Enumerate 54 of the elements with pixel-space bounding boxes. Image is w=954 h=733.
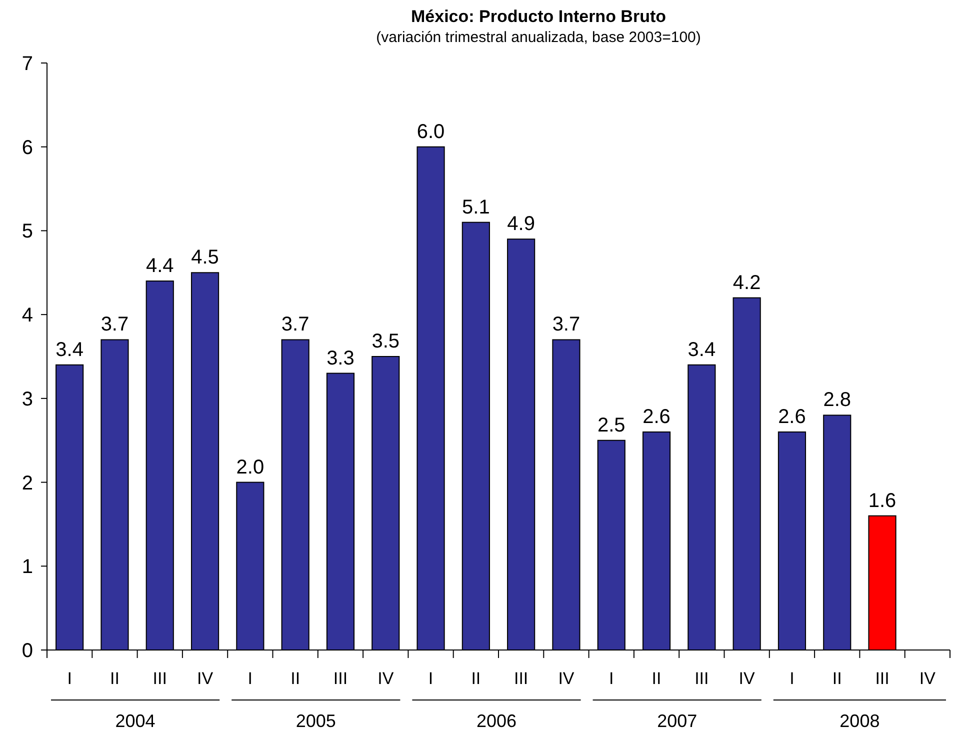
x-tick-label: III bbox=[694, 669, 709, 688]
x-tick-label: II bbox=[832, 669, 842, 688]
data-label: 3.4 bbox=[56, 338, 84, 361]
x-tick-label: IV bbox=[738, 669, 756, 688]
data-label: 3.4 bbox=[688, 338, 716, 361]
data-label: 2.6 bbox=[642, 406, 670, 428]
x-tick-label: III bbox=[514, 669, 528, 688]
data-label: 4.9 bbox=[507, 213, 535, 236]
y-tick-label: 3 bbox=[22, 388, 33, 410]
x-tick-label: II bbox=[471, 669, 481, 688]
data-label: 5.1 bbox=[462, 196, 490, 218]
x-tick-label: I bbox=[609, 669, 614, 688]
y-tick-label: 5 bbox=[22, 220, 33, 243]
y-tick-label: 6 bbox=[22, 136, 33, 159]
x-tick-label: I bbox=[67, 669, 72, 688]
data-label: 3.7 bbox=[552, 314, 580, 336]
x-tick-label: III bbox=[875, 669, 890, 688]
text: 2008 bbox=[840, 711, 880, 731]
x-tick-label: III bbox=[152, 669, 167, 688]
x-tick-label: IV bbox=[378, 669, 394, 688]
data-label: 2.5 bbox=[597, 414, 626, 436]
y-tick-label: 2 bbox=[22, 472, 33, 494]
x-tick-label: II bbox=[290, 669, 300, 688]
text: 2004 bbox=[115, 711, 156, 731]
data-label: 3.5 bbox=[372, 330, 400, 352]
data-label: 3.7 bbox=[281, 314, 310, 336]
x-tick-label: III bbox=[333, 669, 348, 688]
data-label: 3.7 bbox=[100, 314, 129, 336]
x-tick-label: IV bbox=[558, 669, 575, 688]
x-tick-label: II bbox=[110, 669, 120, 688]
x-tick-label: I bbox=[790, 669, 794, 688]
data-label: 4.2 bbox=[732, 272, 761, 294]
data-label: 6.0 bbox=[416, 120, 445, 143]
y-tick-label: 1 bbox=[22, 556, 33, 578]
text: 2005 bbox=[296, 711, 336, 731]
data-label: 4.4 bbox=[146, 255, 174, 278]
data-label: 4.5 bbox=[191, 246, 219, 269]
data-label: 2.8 bbox=[823, 389, 852, 412]
data-label: 2.0 bbox=[236, 456, 264, 478]
x-tick-label: II bbox=[652, 669, 662, 688]
x-tick-label: I bbox=[248, 669, 253, 688]
x-tick-label: IV bbox=[196, 669, 214, 688]
text: 2007 bbox=[657, 711, 698, 731]
x-tick-label: I bbox=[428, 669, 434, 688]
chart-subtitle: (variación trimestral anualizada, base 2003=100) bbox=[376, 29, 701, 46]
chart-title: México: Producto Interno Bruto bbox=[411, 7, 666, 26]
x-tick-label: IV bbox=[919, 669, 936, 688]
text: 2006 bbox=[476, 711, 517, 731]
data-label: 1.6 bbox=[868, 490, 896, 512]
y-tick-label: 4 bbox=[22, 304, 33, 327]
y-tick-label: 7 bbox=[22, 53, 33, 75]
y-tick-label: 0 bbox=[22, 640, 33, 662]
data-label: 2.6 bbox=[778, 406, 806, 428]
data-label: 3.3 bbox=[326, 347, 354, 370]
